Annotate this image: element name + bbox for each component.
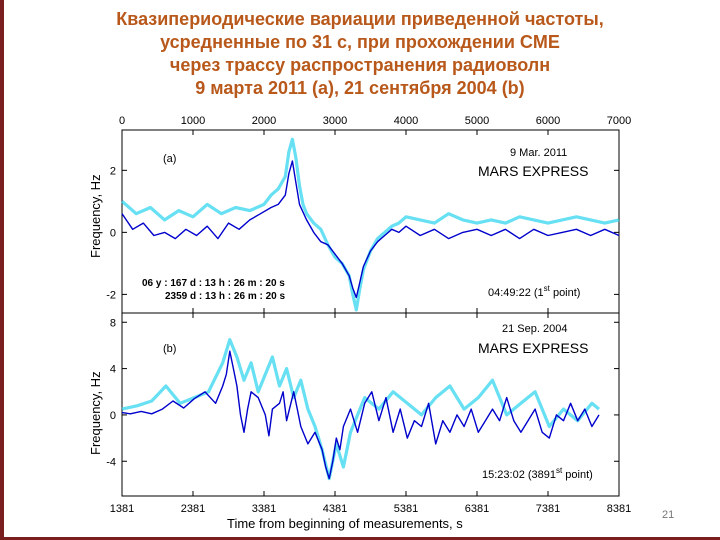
b-y-tick-label: -4 [106,456,116,468]
panel-b-plot-area [121,312,620,497]
b-x-tick-label: 1381 [110,503,134,515]
b-series-averaged [121,350,600,480]
a-x-tick-label: 3000 [323,115,347,127]
panel-a-event-note-2: 2359 d : 13 h : 26 m : 20 s [165,291,285,302]
panel-a-ylabel: Frequency, Hz [88,174,103,258]
a-x-tick-label: 0 [119,115,125,127]
b-x-tick-label: 6381 [465,503,489,515]
slide-title: Квазипериодические вариации приведенной … [60,8,660,100]
a-x-tick-label: 5000 [465,115,489,127]
slide-frame-left [0,0,4,540]
panel-a-point-note: 04:49:22 (1st point) [488,284,580,299]
title-line-3: через трассу распространения радиоволн [169,55,551,75]
b-x-tick-label: 7381 [536,503,560,515]
b-x-tick-label: 2381 [181,503,205,515]
title-line-4: 9 марта 2011 (a), 21 сентября 2004 (b) [195,78,525,98]
a-x-tick-label: 1000 [181,115,205,127]
panel-b-date: 21 Sep. 2004 [502,323,567,335]
panel-a: 0 1000 2000 3000 4000 5000 6000 7000 2 0 -2 (a) 9… [88,115,631,314]
panel-a-event-note-1: 06 y : 167 d : 13 h : 26 m : 20 s [142,278,285,289]
title-line-1: Квазипериодические вариации приведенной … [116,9,604,29]
panel-b-label: (b) [163,343,176,355]
panel-b-ylabel: Frequency, Hz [88,371,103,455]
panel-a-label: (a) [163,153,176,165]
b-x-tick-label: 3381 [252,503,276,515]
b-x-tick-label: 4381 [323,503,347,515]
a-y-tick-label: 0 [110,227,116,239]
panel-a-date: 9 Mar. 2011 [510,147,567,159]
a-y-tick-label: 2 [110,165,116,177]
a-x-tick-label: 6000 [536,115,560,127]
b-x-tick-label: 5381 [394,503,418,515]
slide-frame-bottom [0,537,720,540]
panel-b: 1381 2381 3381 4381 5381 6381 7381 8381 8 4 0 -4 (… [88,312,631,531]
b-x-tick-label: 8381 [607,503,631,515]
b-y-tick-label: 4 [110,364,116,376]
a-series-averaged [121,160,620,299]
panel-a-spacecraft: MARS EXPRESS [478,163,588,179]
a-y-tick-label: -2 [106,289,116,301]
panel-b-xlabel: Time from beginning of measurements, s [227,516,463,531]
panel-b-point-note: 15:23:02 (3891st point) [482,466,593,481]
page-number: 21 [662,509,675,521]
b-y-tick-label: 8 [110,317,116,329]
title-line-2: усредненные по 31 с, при прохождении CME [160,32,560,52]
a-x-tick-label: 7000 [607,115,631,127]
panel-b-spacecraft: MARS EXPRESS [478,340,588,356]
a-x-tick-label: 2000 [252,115,276,127]
b-y-tick-label: 0 [110,410,116,422]
a-x-tick-label: 4000 [394,115,418,127]
